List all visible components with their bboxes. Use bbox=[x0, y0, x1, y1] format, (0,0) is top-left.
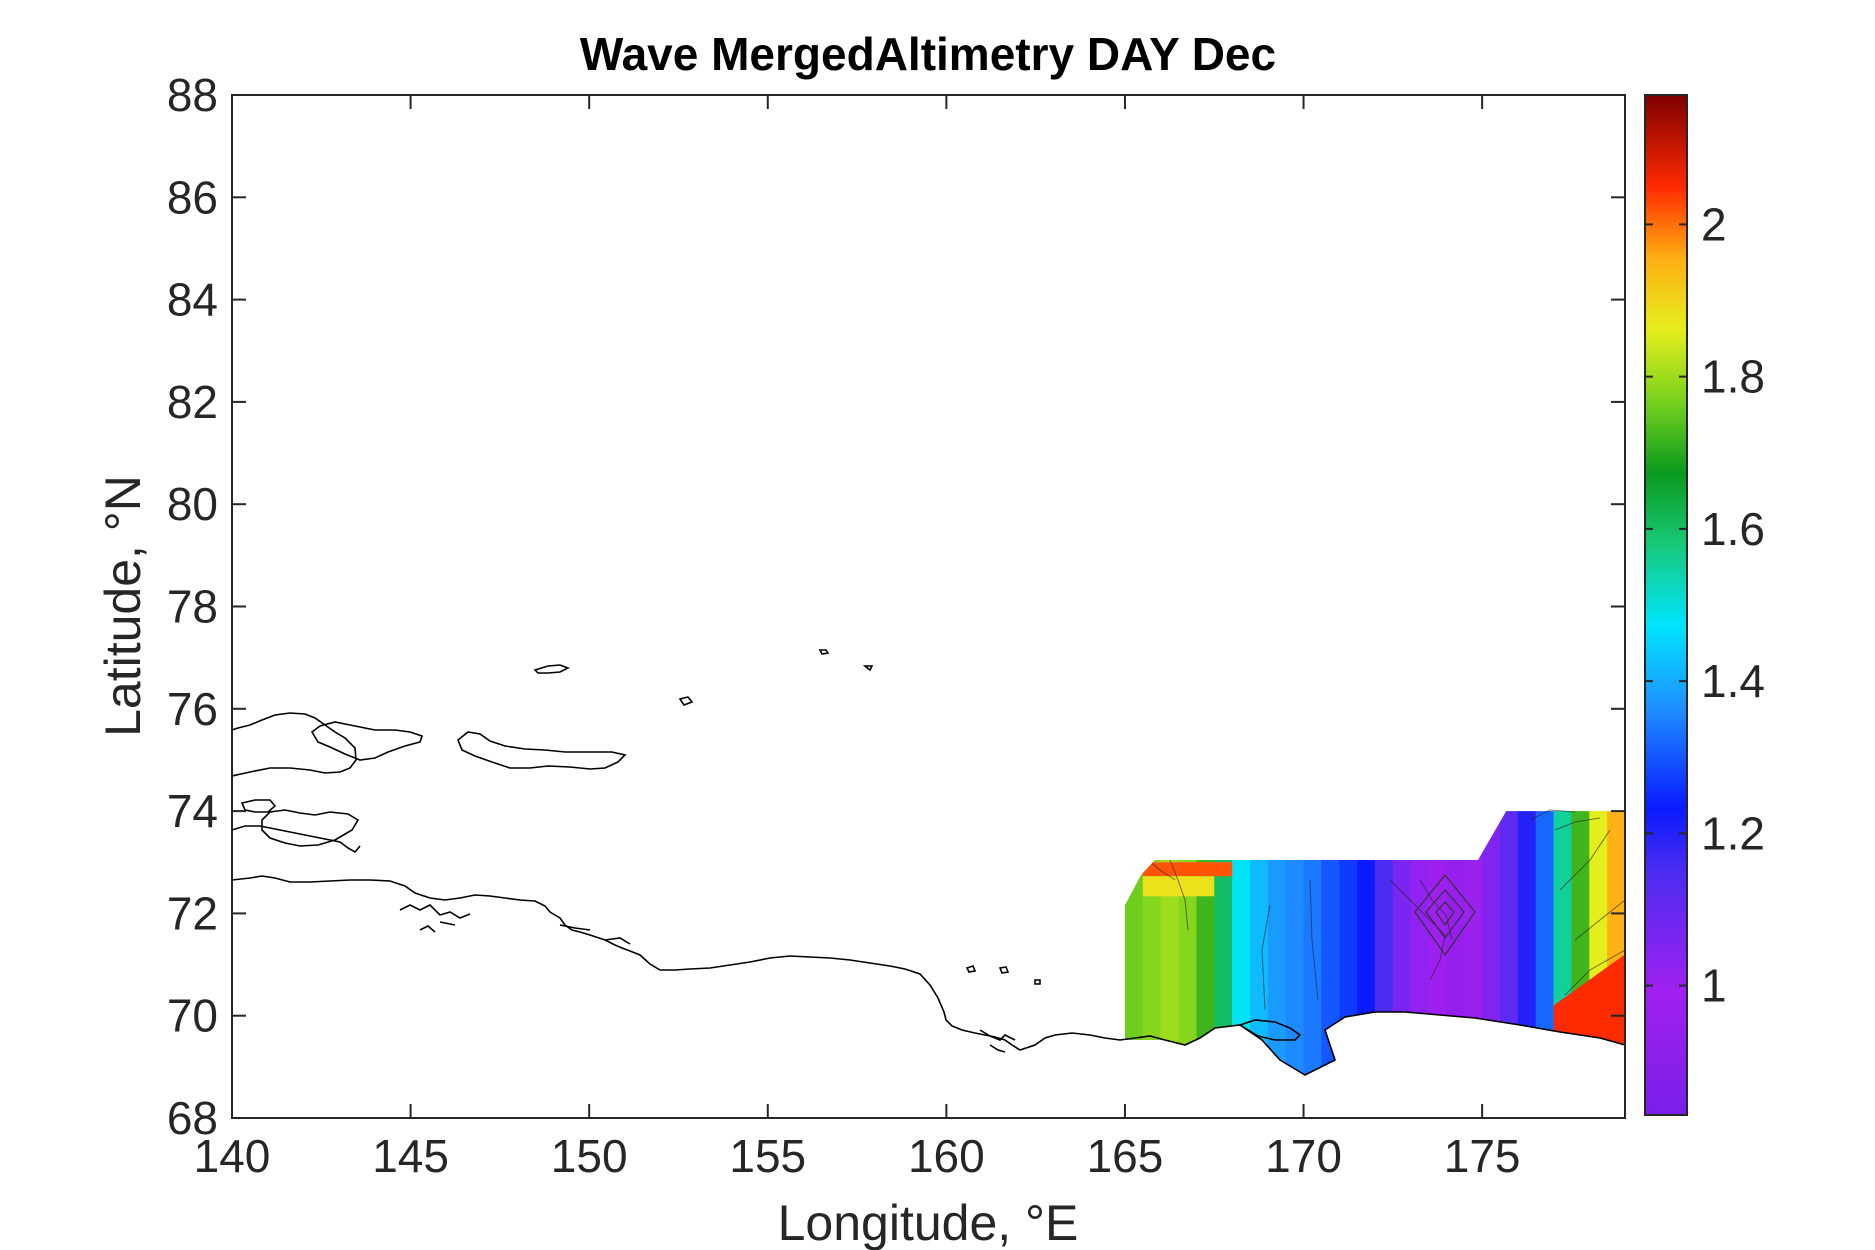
colorbar-ticks: 1 1.2 1.4 1.6 1.8 2 bbox=[1645, 198, 1765, 1012]
field-column-23 bbox=[1535, 811, 1555, 1075]
colorbar-tick-label-3: 1.6 bbox=[1701, 503, 1765, 555]
field-column-9 bbox=[1285, 811, 1305, 1075]
x-tick-label-7: 175 bbox=[1444, 1130, 1521, 1182]
islet-d bbox=[998, 966, 1010, 974]
field-se-high bbox=[1553, 954, 1625, 1057]
y-tick-label-1: 70 bbox=[167, 990, 218, 1042]
colorbar-tick-label-5: 2 bbox=[1701, 198, 1727, 250]
y-tick-label-5: 78 bbox=[167, 581, 218, 633]
field-column-10 bbox=[1303, 811, 1323, 1075]
y-axis-label: Latitude, °N bbox=[95, 475, 151, 737]
y-tick-label-6: 80 bbox=[167, 478, 218, 530]
colorbar-tick-label-4: 1.8 bbox=[1701, 351, 1765, 403]
field-column-20 bbox=[1482, 811, 1501, 1075]
colorbar: 1 1.2 1.4 1.6 1.8 2 bbox=[1644, 94, 1765, 1116]
island-2 bbox=[240, 799, 277, 813]
colorbar-gradient bbox=[1644, 94, 1688, 1116]
chart-title: Wave MergedAltimetry DAY Dec bbox=[580, 28, 1276, 80]
y-tick-label-9: 86 bbox=[167, 171, 218, 223]
x-tick-label-2: 150 bbox=[551, 1130, 628, 1182]
islet-a bbox=[818, 649, 830, 655]
y-axis: 68 70 72 74 76 78 80 82 84 86 88 bbox=[167, 69, 1625, 1144]
field-column-19 bbox=[1464, 811, 1484, 1075]
y-tick-label-3: 74 bbox=[167, 785, 218, 837]
field-column-5 bbox=[1214, 811, 1234, 1075]
y-tick-label-10: 88 bbox=[167, 69, 218, 121]
island-6 bbox=[678, 696, 694, 706]
field-column-14 bbox=[1374, 811, 1394, 1075]
coast-lower-left bbox=[232, 825, 361, 854]
y-tick-label-8: 84 bbox=[167, 274, 218, 326]
field-top-band-2 bbox=[1142, 876, 1215, 897]
x-axis: 140 145 150 155 160 165 170 175 bbox=[194, 95, 1521, 1182]
y-tick-label-0: 68 bbox=[167, 1092, 218, 1144]
colorbar-tick-label-1: 1.2 bbox=[1701, 807, 1765, 859]
islet-c bbox=[965, 965, 977, 973]
x-tick-label-1: 145 bbox=[372, 1130, 449, 1182]
field-column-12 bbox=[1339, 811, 1359, 1075]
local-minimum-diamond bbox=[1414, 874, 1476, 957]
y-tick-label-7: 82 bbox=[167, 376, 218, 428]
field-column-6 bbox=[1232, 811, 1251, 1075]
x-tick-label-4: 160 bbox=[908, 1130, 985, 1182]
field-column-22 bbox=[1517, 811, 1537, 1075]
coastline bbox=[232, 649, 1625, 1076]
coastal-islets-west bbox=[399, 904, 631, 945]
x-tick-label-6: 170 bbox=[1265, 1130, 1342, 1182]
island-1 bbox=[261, 809, 360, 847]
y-tick-label-4: 76 bbox=[167, 683, 218, 735]
colorbar-tick-label-2: 1.4 bbox=[1701, 655, 1765, 707]
islet-b bbox=[862, 665, 874, 672]
islet-e bbox=[1034, 979, 1041, 985]
field-top-band bbox=[1142, 862, 1233, 877]
peninsula-west bbox=[232, 712, 357, 777]
x-tick-label-5: 165 bbox=[1087, 1130, 1164, 1182]
field-column-15 bbox=[1392, 811, 1412, 1075]
island-5 bbox=[533, 664, 570, 674]
field-column-8 bbox=[1267, 811, 1287, 1075]
island-3 bbox=[310, 721, 424, 761]
x-tick-label-0: 140 bbox=[194, 1130, 271, 1182]
x-axis-label: Longitude, °E bbox=[778, 1195, 1079, 1250]
field-column-13 bbox=[1357, 811, 1376, 1075]
island-4 bbox=[457, 731, 627, 770]
colorbar-tick-label-0: 1 bbox=[1701, 960, 1727, 1012]
coastal-islets-east bbox=[979, 1029, 1016, 1053]
field-column-11 bbox=[1321, 811, 1341, 1075]
field-column-21 bbox=[1499, 811, 1519, 1075]
wave-height-field bbox=[1125, 809, 1625, 1075]
field-column-16 bbox=[1410, 811, 1430, 1075]
x-tick-label-3: 155 bbox=[729, 1130, 806, 1182]
mainland-coast bbox=[232, 875, 1625, 1076]
bay-inlet bbox=[1238, 1019, 1302, 1041]
y-tick-label-2: 72 bbox=[167, 887, 218, 939]
field-column-7 bbox=[1249, 811, 1269, 1075]
field-column-18 bbox=[1446, 811, 1466, 1075]
